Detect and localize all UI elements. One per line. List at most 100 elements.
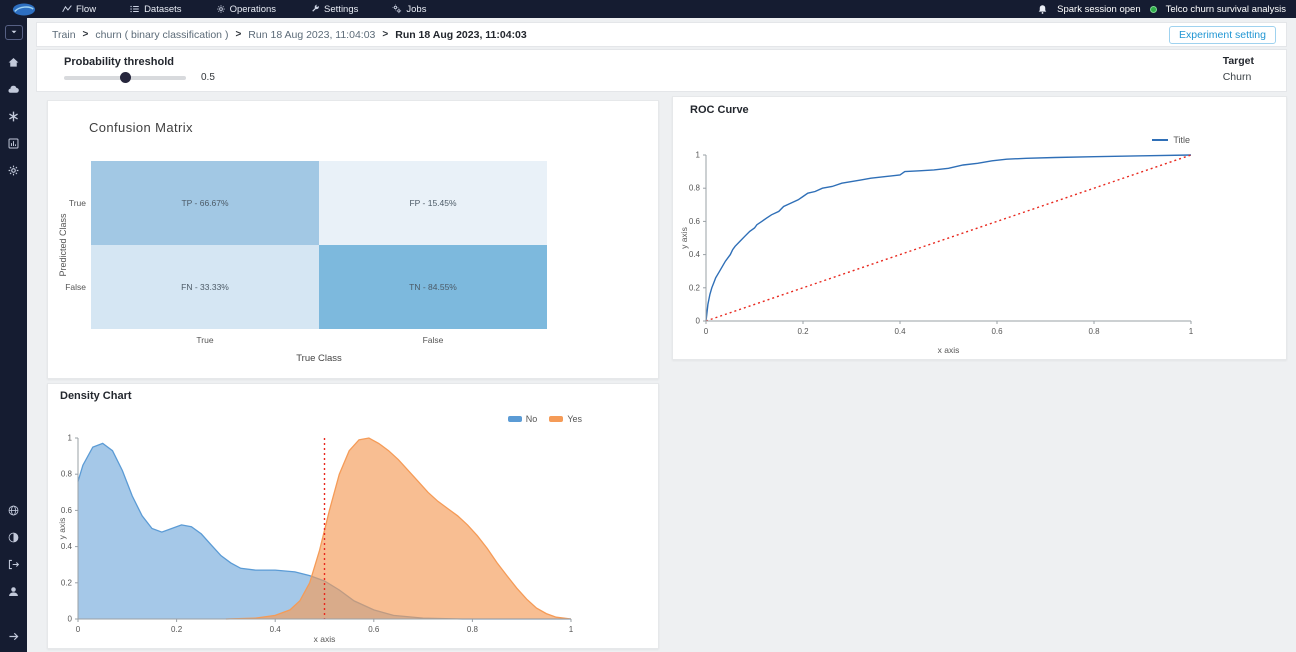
nav-item-jobs[interactable]: Jobs: [392, 4, 426, 15]
cm-ytick-false: False: [65, 282, 86, 292]
svg-text:0: 0: [704, 327, 709, 336]
breadcrumb-separator: >: [82, 29, 89, 40]
svg-text:0.2: 0.2: [61, 578, 73, 587]
flow-icon: [62, 4, 72, 14]
roc-legend-swatch: [1152, 139, 1169, 141]
nav-label: Jobs: [406, 3, 427, 15]
operations-icon: [216, 4, 226, 14]
svg-text:1: 1: [569, 625, 574, 634]
confusion-matrix-cell: TP - 66.67%: [91, 161, 319, 245]
caret-down-icon: [9, 24, 19, 42]
confusion-matrix-cell: FN - 33.33%: [91, 245, 319, 329]
svg-text:0.2: 0.2: [797, 327, 809, 336]
sidebar-item-cloud[interactable]: [0, 78, 27, 105]
notifications-bell-icon[interactable]: [1037, 4, 1048, 15]
confusion-matrix-ylabel: Predicted Class: [58, 213, 68, 277]
sidebar-item-reports[interactable]: [0, 132, 27, 159]
cm-ytick-true: True: [68, 198, 86, 208]
roc-curve-title: ROC Curve: [690, 104, 749, 116]
arrow-right-icon: [7, 630, 20, 648]
roc-curve-plot: 0 0.2 0.4 0.6 0.8 1 0 0.2 0.4 0.6 0.8 1 x axis y axis: [679, 151, 1194, 356]
project-name[interactable]: Telco churn survival analysis: [1165, 3, 1286, 15]
svg-text:0.8: 0.8: [689, 184, 701, 193]
nav-item-flow[interactable]: Flow: [62, 4, 96, 15]
svg-text:0.2: 0.2: [171, 625, 183, 634]
svg-text:0.8: 0.8: [1088, 327, 1100, 336]
nav-label: Operations: [229, 3, 277, 15]
breadcrumb-train[interactable]: Train: [52, 28, 76, 41]
svg-text:0.6: 0.6: [689, 217, 701, 226]
svg-text:1: 1: [68, 434, 73, 443]
roc-legend-label: Title: [1173, 135, 1190, 145]
breadcrumb-run-current: Run 18 Aug 2023, 11:04:03: [395, 28, 527, 41]
confusion-matrix-cell: FP - 15.45%: [319, 161, 547, 245]
nav-item-settings[interactable]: Settings: [310, 4, 358, 15]
svg-text:0.6: 0.6: [991, 327, 1003, 336]
svg-text:1: 1: [1189, 327, 1194, 336]
svg-text:0.4: 0.4: [270, 625, 282, 634]
topbar-right: Spark session open Telco churn survival …: [1037, 4, 1286, 15]
top-navigation-bar: Flow Datasets Operations Settings Jobs S…: [0, 0, 1296, 18]
sidebar-item-apps[interactable]: [0, 105, 27, 132]
nav-item-operations[interactable]: Operations: [216, 4, 276, 15]
density-legend-item-no[interactable]: No: [507, 414, 538, 424]
density-chart-plot: 0 0.2 0.4 0.6 0.8 1 0 0.2 0.4 0.6 0.8 1 x axis y axis: [57, 434, 574, 645]
gear-icon: [7, 164, 20, 182]
cm-xtick-false: False: [422, 335, 444, 345]
sidebar-item-theme[interactable]: [0, 526, 27, 553]
threshold-value: 0.5: [201, 72, 215, 83]
density-no-swatch: [507, 416, 522, 422]
confusion-matrix-card: Confusion Matrix Predicted Class True Fa…: [47, 100, 659, 379]
sidebar-collapse[interactable]: [0, 625, 27, 652]
confusion-matrix-heatmap: TP - 66.67% FP - 15.45% FN - 33.33% TN - 84…: [91, 161, 547, 329]
svg-text:0: 0: [696, 317, 701, 326]
density-chart-title: Density Chart: [60, 390, 132, 402]
svg-text:1: 1: [696, 151, 701, 160]
sidebar-item-profile[interactable]: [0, 580, 27, 607]
sidebar-item-admin[interactable]: [0, 159, 27, 186]
cm-xtick-true: True: [196, 335, 214, 345]
svg-text:0.4: 0.4: [61, 542, 73, 551]
sidebar-item-logout[interactable]: [0, 553, 27, 580]
app-logo[interactable]: [12, 3, 36, 16]
nav-label: Settings: [324, 3, 359, 15]
density-legend-item-yes[interactable]: Yes: [549, 414, 582, 424]
density-chart-card: Density Chart No Yes 0 0.2 0.4 0.6 0.8 1 0 0.2 0…: [47, 383, 659, 649]
svg-text:x axis: x axis: [938, 345, 960, 355]
density-legend: No Yes: [507, 414, 582, 424]
svg-text:0.4: 0.4: [689, 250, 701, 259]
sidebar-item-globe[interactable]: [0, 499, 27, 526]
logout-icon: [7, 558, 20, 576]
svg-text:y axis: y axis: [679, 227, 689, 249]
session-status: Spark session open: [1057, 3, 1141, 15]
svg-text:0: 0: [76, 625, 81, 634]
confusion-matrix-title: Confusion Matrix: [89, 120, 193, 135]
workspace-switcher[interactable]: [4, 24, 23, 42]
svg-text:0.6: 0.6: [61, 506, 73, 515]
breadcrumb-run-parent[interactable]: Run 18 Aug 2023, 11:04:03: [248, 28, 376, 41]
user-icon: [7, 585, 20, 603]
sidebar-item-home[interactable]: [0, 51, 27, 78]
probability-threshold-label: Probability threshold: [64, 56, 175, 68]
breadcrumb-separator: >: [235, 29, 242, 40]
experiment-setting-button[interactable]: Experiment setting: [1169, 25, 1276, 44]
target-block: Target Churn: [1223, 55, 1254, 83]
reports-icon: [7, 137, 20, 155]
density-yes-label: Yes: [567, 414, 582, 424]
nav-label: Flow: [76, 3, 97, 15]
breadcrumb-experiment[interactable]: churn ( binary classification ): [95, 28, 229, 41]
probability-threshold-slider[interactable]: [64, 72, 186, 83]
slider-knob[interactable]: [120, 72, 131, 83]
cloud-icon: [7, 83, 20, 101]
svg-text:x axis: x axis: [314, 634, 336, 644]
density-no-label: No: [525, 414, 538, 424]
confusion-matrix-cell: TN - 84.55%: [319, 245, 547, 329]
svg-text:0: 0: [68, 615, 73, 624]
nav-item-datasets[interactable]: Datasets: [130, 4, 182, 15]
roc-legend-item[interactable]: Title: [1152, 135, 1190, 145]
contrast-icon: [7, 531, 20, 549]
apps-icon: [7, 110, 20, 128]
svg-text:0.4: 0.4: [894, 327, 906, 336]
breadcrumb-separator: >: [382, 29, 389, 40]
target-label: Target: [1222, 55, 1254, 67]
